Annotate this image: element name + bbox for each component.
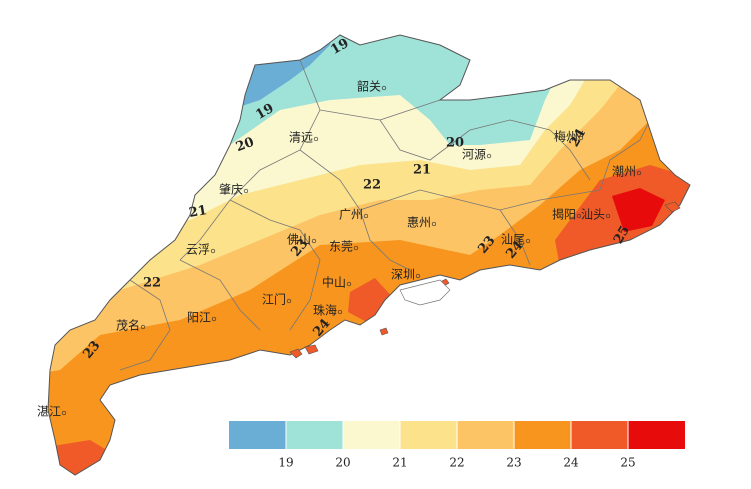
city-name: 深圳 xyxy=(391,268,415,282)
city-marker xyxy=(311,238,317,244)
contour-label: 20 xyxy=(446,136,464,151)
city-marker xyxy=(313,136,319,142)
colorbar: 19 20 21 22 23 24 25 xyxy=(229,421,685,470)
city-name: 江门 xyxy=(262,292,286,307)
city-name: 惠州 xyxy=(407,216,431,230)
islands xyxy=(289,201,681,359)
colorbar-tick-label: 23 xyxy=(506,456,521,470)
colorbar-box xyxy=(400,421,457,449)
city-labels: 韶关清远河源 梅州潮州肇庆广州惠州 揭阳 汕头云浮 佛山东莞 汕尾中山 深圳江门珠海阳江茂名… xyxy=(37,79,642,419)
city-name: 佛山 xyxy=(287,233,311,247)
contour-label: 22 xyxy=(143,276,161,291)
city-name: 韶关 xyxy=(357,79,381,94)
colorbar-box xyxy=(457,421,514,449)
city-name: 河源 xyxy=(462,148,486,162)
band xyxy=(612,188,665,232)
city-marker xyxy=(61,410,67,416)
city-name: 东莞 xyxy=(329,240,353,254)
city-marker xyxy=(525,238,531,244)
city-marker xyxy=(363,213,369,219)
colorbar-tick-label: 25 xyxy=(620,456,635,470)
city-marker xyxy=(243,188,249,194)
city-name: 广州 xyxy=(339,208,363,222)
colorbar-tick-label: 24 xyxy=(563,456,579,470)
colorbar-box xyxy=(514,421,571,449)
city-marker xyxy=(210,248,216,254)
colorbar-box xyxy=(628,421,685,449)
city-marker xyxy=(576,213,582,219)
city-name: 中山 xyxy=(322,275,346,290)
city-name: 汕头 xyxy=(581,208,605,222)
city-marker xyxy=(486,153,492,159)
city-marker xyxy=(578,135,584,141)
colorbar-box xyxy=(286,421,343,449)
contour-label: 22 xyxy=(363,178,381,193)
colorbar-tick-label: 19 xyxy=(278,456,293,470)
city-marker xyxy=(353,245,359,251)
city-marker xyxy=(286,298,292,304)
city-name: 揭阳 xyxy=(552,207,576,222)
city-marker xyxy=(346,281,352,287)
city-name: 湛江 xyxy=(37,405,61,419)
city-name: 梅州 xyxy=(554,129,578,144)
city-name: 珠海 xyxy=(313,303,337,318)
colorbar-tick-label: 20 xyxy=(335,456,350,470)
contour-label: 21 xyxy=(413,163,431,178)
city-marker xyxy=(431,221,437,227)
city-name: 阳江 xyxy=(187,311,211,325)
city-name: 潮州 xyxy=(612,164,636,179)
hong-kong-area xyxy=(399,279,451,306)
contour-label: 20 xyxy=(234,135,256,155)
contour-label: 21 xyxy=(188,203,208,221)
colorbar-box xyxy=(343,421,400,449)
colorbar-box xyxy=(229,421,286,449)
city-name: 汕尾 xyxy=(501,233,525,247)
city-marker xyxy=(337,309,343,315)
city-marker xyxy=(415,273,421,279)
band xyxy=(348,278,395,325)
prefecture-borders xyxy=(119,59,651,371)
colorbar-tick-label: 22 xyxy=(449,456,464,470)
city-name: 清远 xyxy=(289,131,313,145)
city-marker xyxy=(636,170,642,176)
colorbar-tick-label: 21 xyxy=(392,456,407,470)
city-marker xyxy=(381,85,387,91)
city-name: 肇庆 xyxy=(219,182,243,197)
city-marker xyxy=(605,213,611,219)
city-marker xyxy=(211,316,217,322)
city-name: 云浮 xyxy=(186,243,210,257)
city-name: 茂名 xyxy=(116,318,140,333)
city-marker xyxy=(140,324,146,330)
colorbar-box xyxy=(571,421,628,449)
